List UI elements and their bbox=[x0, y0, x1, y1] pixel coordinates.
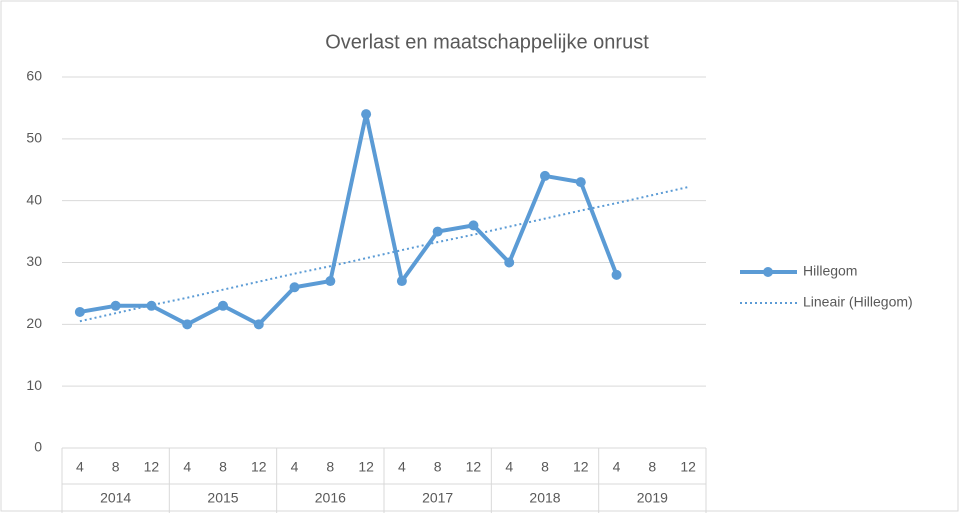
x-group-label: 2015 bbox=[207, 490, 238, 506]
marker bbox=[396, 276, 407, 287]
x-tick-label: 8 bbox=[541, 459, 549, 475]
x-tick-label: 12 bbox=[573, 459, 589, 475]
marker bbox=[289, 282, 300, 293]
y-tick-label: 0 bbox=[34, 439, 42, 455]
marker bbox=[361, 109, 372, 120]
legend-marker bbox=[763, 267, 773, 277]
x-group-label: 2018 bbox=[529, 490, 560, 506]
marker bbox=[218, 300, 228, 311]
y-tick-label: 40 bbox=[26, 191, 42, 207]
legend-label: Lineair (Hillegom) bbox=[803, 294, 913, 310]
y-tick-label: 10 bbox=[26, 377, 42, 393]
marker bbox=[504, 257, 515, 268]
x-tick-label: 8 bbox=[648, 459, 656, 475]
x-tick-label: 4 bbox=[398, 459, 406, 475]
marker bbox=[325, 276, 336, 287]
x-tick-label: 4 bbox=[613, 459, 621, 475]
x-tick-label: 8 bbox=[112, 459, 120, 475]
marker bbox=[182, 319, 193, 330]
x-tick-label: 12 bbox=[144, 459, 160, 475]
x-tick-label: 4 bbox=[76, 459, 84, 475]
marker bbox=[110, 300, 121, 311]
series-line bbox=[79, 112, 619, 327]
trend-line bbox=[79, 186, 689, 323]
x-tick-label: 4 bbox=[505, 459, 513, 475]
x-tick-label: 12 bbox=[680, 459, 696, 475]
x-tick-label: 8 bbox=[326, 459, 334, 475]
x-tick-label: 4 bbox=[183, 459, 191, 475]
marker bbox=[432, 226, 443, 237]
x-group-label: 2016 bbox=[315, 490, 346, 506]
legend-label: Hillegom bbox=[803, 263, 857, 279]
x-tick-label: 8 bbox=[434, 459, 442, 475]
y-tick-label: 50 bbox=[26, 130, 42, 146]
marker bbox=[253, 319, 264, 330]
x-group-label: 2019 bbox=[637, 490, 668, 506]
marker bbox=[74, 306, 85, 317]
marker bbox=[540, 170, 550, 181]
x-group-label: 2014 bbox=[100, 490, 131, 506]
y-tick-label: 20 bbox=[26, 315, 42, 331]
x-tick-label: 12 bbox=[358, 459, 374, 475]
x-tick-label: 4 bbox=[291, 459, 299, 475]
x-tick-label: 12 bbox=[466, 459, 482, 475]
marker bbox=[146, 300, 157, 311]
marker bbox=[468, 220, 479, 231]
marker bbox=[611, 269, 622, 280]
y-tick-label: 30 bbox=[26, 253, 42, 269]
chart-title: Overlast en maatschappelijke onrust bbox=[325, 31, 649, 53]
x-tick-label: 12 bbox=[251, 459, 267, 475]
x-tick-label: 8 bbox=[219, 459, 227, 475]
x-group-label: 2017 bbox=[422, 490, 453, 506]
marker bbox=[575, 177, 586, 188]
y-tick-label: 60 bbox=[26, 68, 42, 84]
